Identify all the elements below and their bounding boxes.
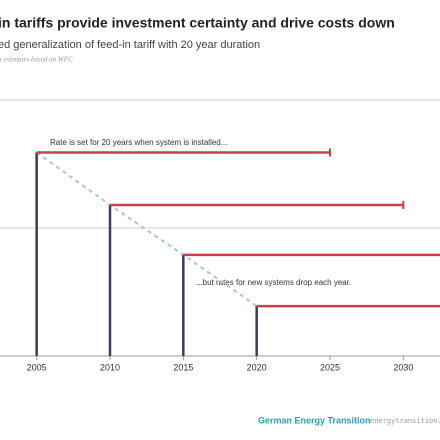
chart-subtitle: ed generalization of feed-in tariff with… xyxy=(0,39,260,51)
x-tick-label: 2020 xyxy=(247,362,267,372)
x-tick-label: 2005 xyxy=(27,362,47,372)
chart-title: in tariffs provide investment certainty … xyxy=(0,15,395,31)
x-tick-label: 2010 xyxy=(100,362,120,372)
x-tick-label: 2030 xyxy=(393,362,413,372)
annotation: Rate is set for 20 years when system is … xyxy=(50,138,227,147)
annotation: ...but rates for new systems drop each y… xyxy=(196,278,351,287)
x-tick-label: 2015 xyxy=(173,362,193,372)
footer-url: energytransition.d xyxy=(370,417,440,425)
source-note: n estimates based on WFC xyxy=(0,56,73,64)
footer-brand: German Energy Transition xyxy=(258,415,371,425)
x-tick-label: 2025 xyxy=(320,362,340,372)
